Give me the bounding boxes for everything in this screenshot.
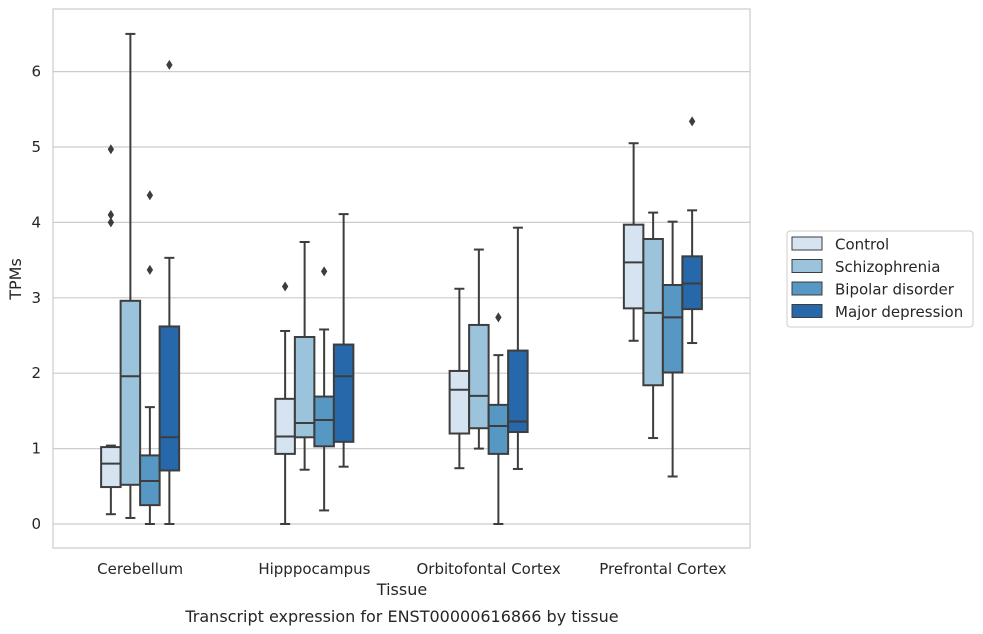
box-body [661,283,684,374]
box-body [468,323,490,430]
legend-swatch [791,236,823,251]
legend-swatch [791,259,823,273]
y-tick-label: 2 [31,364,41,382]
legend-label: Bipolar disorder [835,281,955,299]
box-schizophrenia [468,248,490,450]
box-body [119,299,142,486]
box-major-depression [507,226,529,470]
x-tick-label: Orbitofontal Cortex [417,560,561,578]
legend-label: Schizophrenia [835,258,940,276]
outlier-point [281,281,289,292]
y-tick-label: 3 [31,289,41,307]
box-body [332,343,355,443]
x-tick-labels: Cerebellum Hipppocampus Orbitofontal Corte… [97,560,726,578]
x-tick-label: Hipppocampus [258,560,370,578]
box-major-depression [332,213,355,468]
y-axis-label: TPMs [6,258,25,301]
box-body [313,395,335,448]
box-control [274,281,296,525]
plot-frame [52,8,751,549]
box-schizophrenia [293,241,316,471]
box-major-depression [158,59,181,525]
outlier-point [146,264,154,275]
box-body [293,336,316,439]
box-schizophrenia [642,211,664,440]
y-tick-label: 4 [31,213,41,231]
y-tick-label: 0 [31,515,41,533]
y-tick-labels: 0 1 2 3 4 5 6 [31,63,41,533]
box-major-depression [681,116,703,345]
box-body [487,403,510,455]
legend-swatch [791,281,823,296]
figure-caption: Transcript expression for ENST0000061686… [184,607,618,626]
legend-label: Control [835,236,889,254]
outlier-point [107,144,115,155]
box-body [274,397,296,455]
legend-label: Major depression [835,303,963,321]
outlier-point [166,59,173,70]
x-tick-label: Cerebellum [97,560,183,578]
box-body [622,223,645,310]
box-bipolar-disorder [487,312,510,525]
y-tick-label: 6 [31,63,41,81]
outlier-point [107,217,115,228]
outlier-point [146,190,154,201]
box-bipolar-disorder [661,220,684,478]
legend-swatch [791,304,823,318]
box-body [507,349,529,434]
box-control [448,287,471,470]
y-tick-label: 5 [31,138,41,156]
outlier-point [320,266,328,277]
box-body [158,325,181,472]
legend-frame [786,230,974,328]
box-schizophrenia [119,32,142,519]
box-control [622,142,645,342]
box-control [100,144,122,516]
box-body [100,446,122,489]
boxes [100,32,703,525]
box-bipolar-disorder [313,266,335,512]
outlier-point [495,312,502,323]
x-tick-label: Prefrontal Cortex [599,560,726,578]
legend: Control Schizophrenia Bipolar disorder Majo… [786,230,974,328]
box-bipolar-disorder [139,190,161,525]
outlier-point [688,116,696,127]
box-body [448,369,471,435]
x-axis-label: Tissue [376,580,427,599]
outlier-point [107,209,115,220]
y-tick-label: 1 [31,440,41,458]
